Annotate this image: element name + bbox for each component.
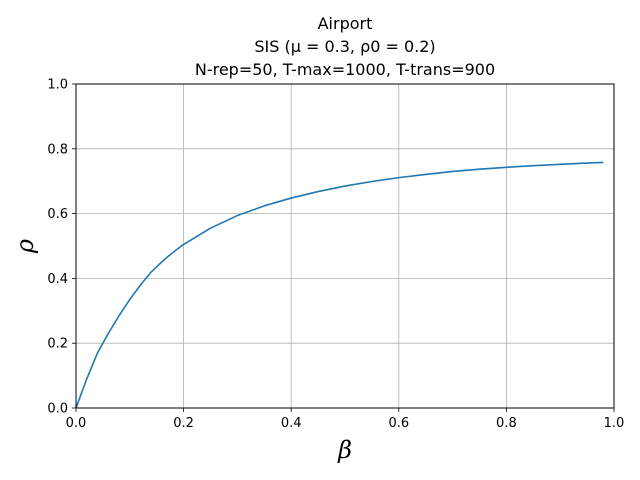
y-tick-label: 0.6 [47,207,68,222]
y-tick-label: 0.8 [47,142,68,157]
title-line-3: N-rep=50, T-max=1000, T-trans=900 [195,60,495,79]
plot-frame [75,83,615,409]
x-axis-ticks: 0.0 0.2 0.4 0.6 0.8 1.0 [66,408,625,431]
x-tick-label: 0.0 [66,416,87,431]
title-line-2: SIS (μ = 0.3, ρ0 = 0.2) [254,37,435,56]
title-line-1: Airport [318,14,373,33]
grid [75,83,615,409]
x-tick-label: 0.4 [281,416,302,431]
chart-title: Airport SIS (μ = 0.3, ρ0 = 0.2) N-rep=50… [195,14,495,79]
y-axis-label: ρ [11,239,39,254]
x-tick-label: 0.6 [388,416,409,431]
x-axis-label: β [337,436,352,464]
y-axis-ticks: 0.0 0.2 0.4 0.6 0.8 1.0 [47,78,76,417]
x-tick-label: 0.2 [173,416,194,431]
series-line [75,161,604,409]
x-tick-label: 1.0 [604,416,625,431]
y-tick-label: 0.0 [47,402,68,417]
series-layer [75,161,604,409]
y-tick-label: 0.4 [47,272,68,287]
y-tick-label: 0.2 [47,337,68,352]
y-tick-label: 1.0 [47,78,68,93]
x-tick-label: 0.8 [496,416,517,431]
